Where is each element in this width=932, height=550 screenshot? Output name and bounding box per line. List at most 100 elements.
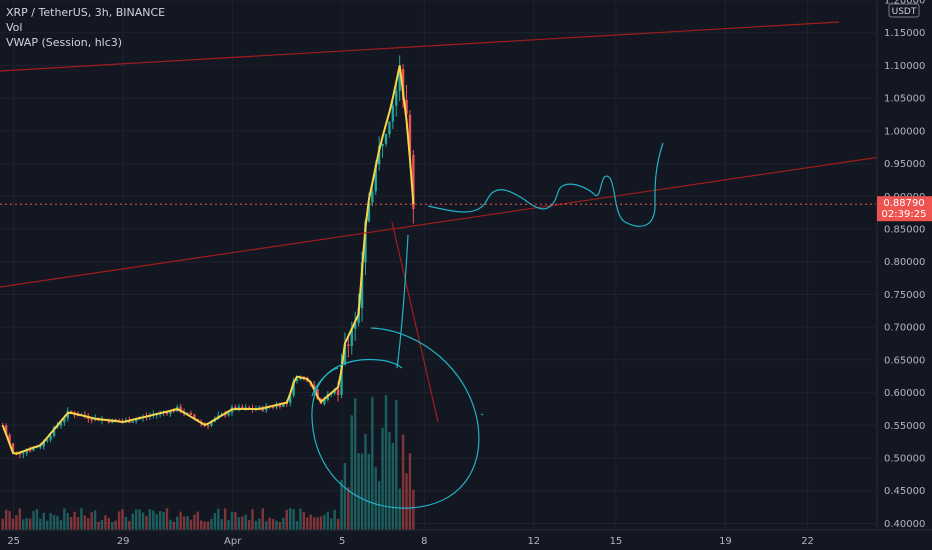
price-tick-label: 0.95000 bbox=[884, 159, 925, 170]
volume-bar bbox=[299, 508, 302, 530]
candle-body bbox=[364, 221, 367, 263]
candle-body bbox=[169, 409, 172, 414]
volume-bar bbox=[107, 517, 111, 530]
candle-body bbox=[271, 406, 275, 408]
volume-bar bbox=[251, 509, 254, 530]
volume-bar bbox=[158, 511, 162, 530]
volume-bar bbox=[176, 516, 179, 530]
volume-bar bbox=[265, 521, 268, 530]
candle-body bbox=[165, 412, 169, 414]
price-tick-label: 0.40000 bbox=[884, 519, 925, 530]
candle-body bbox=[25, 450, 28, 454]
time-axis: 25 29 Apr 5 8 12 15 19 22 bbox=[7, 536, 814, 547]
candle-body bbox=[292, 380, 295, 396]
candle-body bbox=[323, 399, 326, 404]
last-price-value: 0.88790 bbox=[883, 198, 924, 209]
time-tick-label: 22 bbox=[801, 536, 814, 547]
volume-bar bbox=[340, 480, 343, 530]
volume-bar bbox=[364, 433, 367, 530]
volume-bar bbox=[326, 511, 330, 530]
user-drawings[interactable] bbox=[0, 21, 881, 509]
volume-bar bbox=[104, 515, 107, 530]
volume-bar bbox=[114, 520, 117, 530]
candle-body bbox=[347, 344, 350, 346]
volume-bar bbox=[182, 516, 186, 530]
hook-drawing[interactable] bbox=[396, 234, 409, 369]
candle-body bbox=[18, 452, 22, 455]
volume-bar bbox=[131, 513, 134, 530]
lower-trendline[interactable] bbox=[0, 156, 881, 288]
projection-drawing[interactable] bbox=[427, 142, 664, 227]
price-tick-label: 0.75000 bbox=[884, 290, 925, 301]
candle-body bbox=[377, 146, 381, 165]
volume-bar bbox=[347, 487, 350, 530]
volume-bar bbox=[217, 508, 220, 530]
price-axis: 1.20000 1.15000 1.10000 1.05000 1.00000 0.950… bbox=[884, 0, 925, 530]
volume-bar bbox=[186, 516, 189, 530]
price-axis-panel[interactable] bbox=[877, 0, 932, 530]
circle-drawing[interactable] bbox=[311, 327, 480, 509]
volume-bar bbox=[172, 521, 176, 530]
upper-trendline[interactable] bbox=[0, 21, 840, 72]
candle-body bbox=[278, 404, 282, 407]
grid-lines bbox=[0, 0, 876, 530]
candle-body bbox=[114, 419, 117, 421]
volume-bar bbox=[56, 515, 59, 530]
volume-bar bbox=[316, 517, 319, 530]
volume-bar bbox=[22, 519, 25, 530]
candle-body bbox=[8, 434, 11, 444]
volume-bar bbox=[391, 442, 395, 530]
candle-body bbox=[412, 154, 415, 210]
volume-bar bbox=[319, 516, 323, 530]
candle-body bbox=[340, 364, 343, 395]
price-tick-label: 0.50000 bbox=[884, 454, 925, 465]
volume-bar bbox=[152, 510, 155, 530]
volume-bar bbox=[162, 511, 165, 530]
volume-bar bbox=[32, 511, 35, 530]
symbol-title[interactable]: XRP / TetherUS, 3h, BINANCE bbox=[6, 6, 166, 19]
price-tick-label: 0.55000 bbox=[884, 421, 925, 432]
volume-indicator-label[interactable]: Vol bbox=[6, 21, 23, 34]
time-tick-label: 19 bbox=[719, 536, 732, 547]
volume-bar bbox=[66, 513, 69, 530]
price-tick-label: 0.80000 bbox=[884, 257, 925, 268]
volume-bar bbox=[230, 512, 234, 530]
candle-body bbox=[193, 414, 196, 419]
mini-arc-drawing[interactable] bbox=[311, 367, 339, 397]
volume-bar bbox=[193, 514, 196, 530]
vwap-indicator-label[interactable]: VWAP (Session, hlc3) bbox=[6, 36, 123, 49]
volume-bar bbox=[258, 518, 261, 530]
drop-trendline[interactable] bbox=[391, 221, 439, 423]
volume-bar bbox=[59, 520, 63, 530]
price-tick-label: 1.15000 bbox=[884, 28, 925, 39]
candle-body bbox=[391, 105, 395, 122]
volume-bar bbox=[206, 521, 210, 530]
volume-bar bbox=[117, 511, 121, 530]
volume-bar bbox=[87, 518, 90, 530]
price-tick-label: 0.70000 bbox=[884, 323, 925, 334]
candle-body bbox=[52, 427, 56, 436]
candle-body bbox=[395, 91, 398, 106]
candle-body bbox=[247, 407, 251, 409]
candle-body bbox=[179, 406, 182, 413]
volume-bar bbox=[73, 511, 76, 530]
time-tick-label: 12 bbox=[527, 536, 540, 547]
candle-body bbox=[371, 191, 374, 203]
candle-body bbox=[22, 453, 25, 455]
candle-body bbox=[405, 99, 408, 115]
volume-bar bbox=[220, 519, 223, 530]
volume-bar bbox=[42, 512, 45, 530]
candle-body bbox=[241, 406, 244, 409]
volume-bar bbox=[261, 508, 264, 530]
volume-bar bbox=[357, 453, 360, 530]
candle-body bbox=[39, 446, 42, 448]
candle-body bbox=[32, 447, 35, 451]
time-axis-panel[interactable] bbox=[0, 530, 932, 550]
volume-bar bbox=[295, 521, 299, 530]
volume-bar bbox=[100, 519, 104, 530]
volume-bar bbox=[285, 509, 288, 530]
volume-bar bbox=[39, 518, 42, 530]
volume-bar bbox=[18, 508, 22, 530]
candle-body bbox=[244, 407, 247, 409]
